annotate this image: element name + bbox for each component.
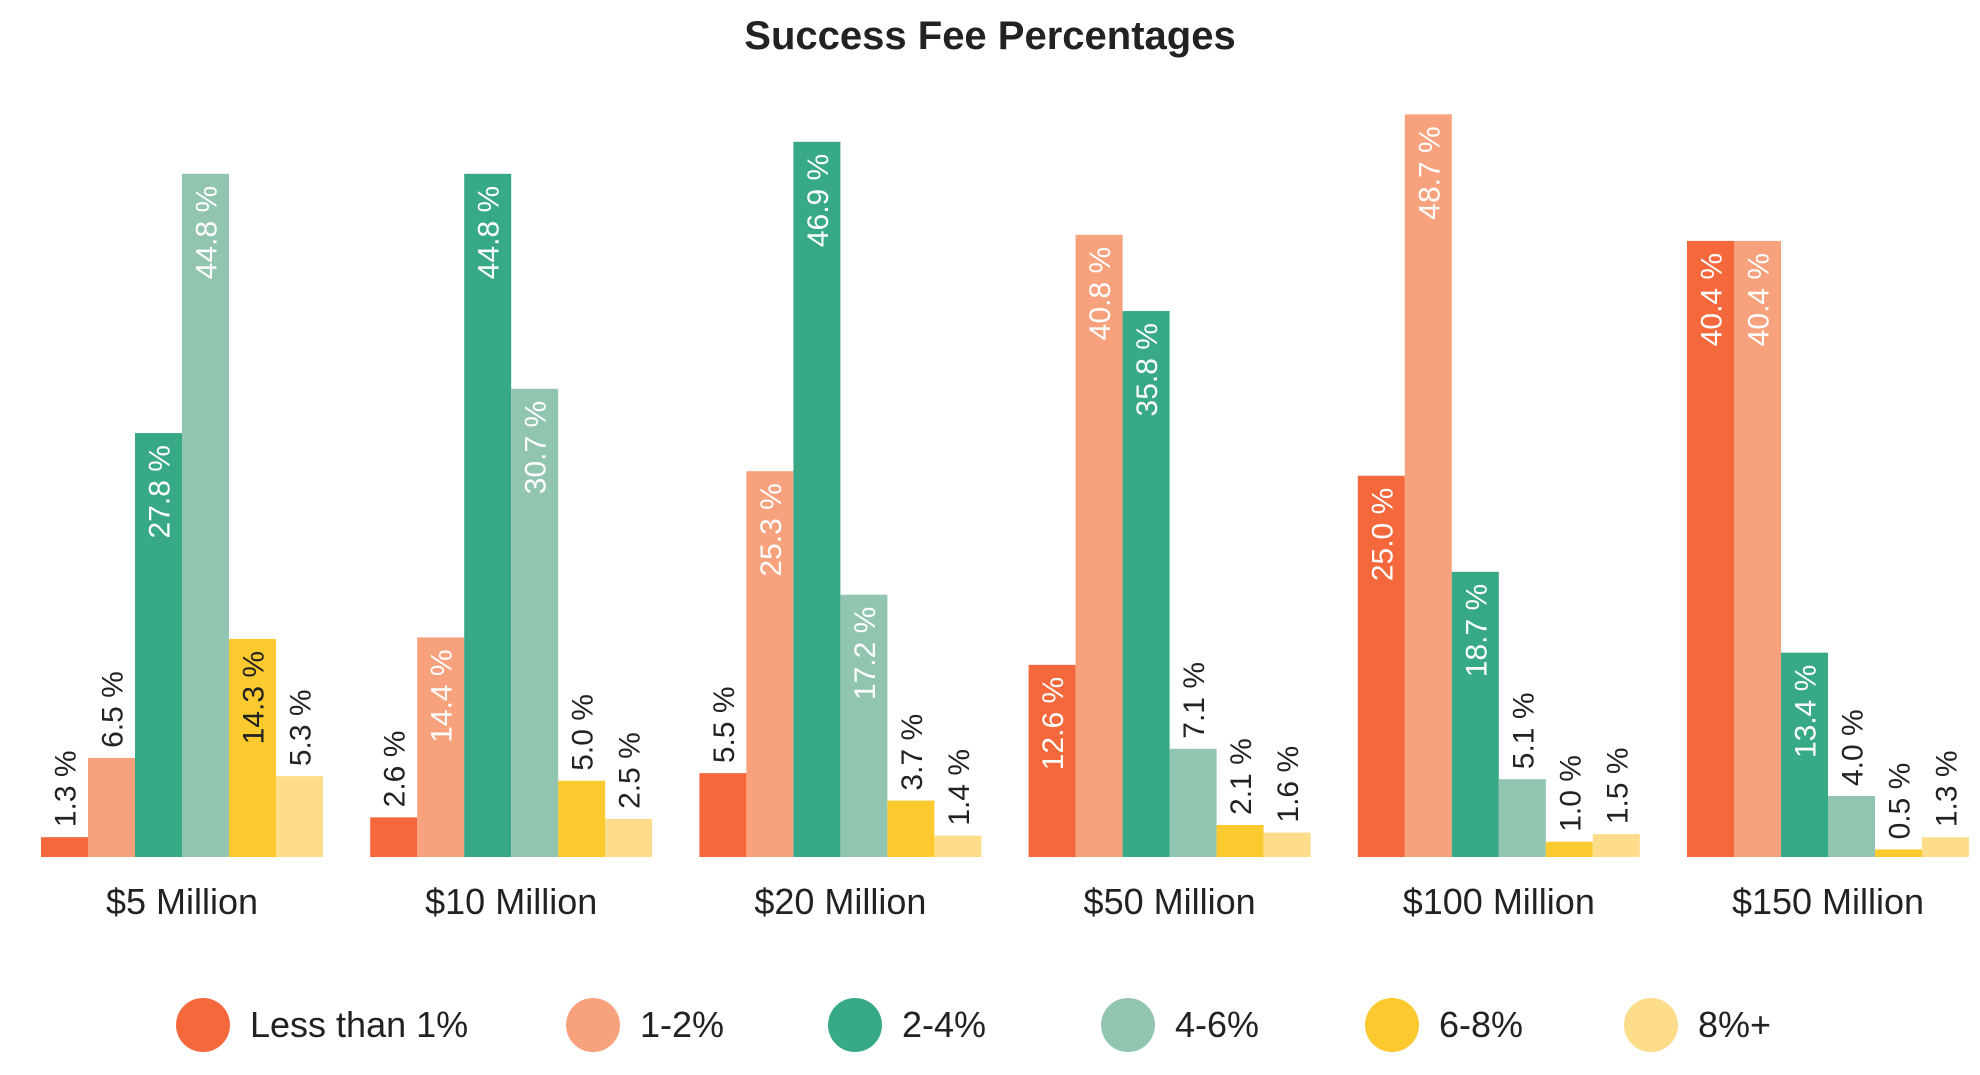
data-label: 25.3 % [755,483,788,576]
data-label: 2.1 % [1225,738,1258,815]
bar [1734,240,1781,857]
bar [1263,832,1311,857]
data-label: 30.7 % [520,401,553,494]
legend-swatch-icon [1624,998,1678,1052]
legend-item: Less than 1% [176,998,468,1052]
data-label: 2.5 % [614,732,647,809]
legend-label: 6-8% [1439,1004,1524,1045]
legend-item: 1-2% [566,998,724,1052]
data-label: 6.5 % [97,671,130,748]
data-label: 1.3 % [1931,750,1964,827]
x-tick-label: $150 Million [1732,881,1924,922]
bar [793,141,841,857]
bar [370,817,418,857]
bar [1451,571,1499,857]
data-label: 18.7 % [1460,584,1493,677]
data-label: 5.3 % [285,689,318,766]
x-tick-label: $100 Million [1403,881,1595,922]
x-tick-label: $50 Million [1084,881,1256,922]
data-label: 40.4 % [1743,253,1776,346]
bar [1922,837,1969,857]
legend-swatch-icon [566,998,620,1052]
legend-item: 8%+ [1624,998,1771,1052]
legend-item: 4-6% [1101,998,1259,1052]
data-label: 13.4 % [1790,665,1823,758]
bar [1687,240,1734,857]
bar [41,837,88,857]
bar [88,757,135,857]
data-label: 25.0 % [1366,488,1399,581]
legend-swatch-icon [1365,998,1419,1052]
data-label: 14.3 % [238,651,271,744]
bar [1828,796,1875,857]
legend-label: 1-2% [640,1004,725,1045]
legend-swatch-icon [176,998,230,1052]
data-label: 46.9 % [802,154,835,247]
data-label: 0.5 % [1884,763,1917,840]
chart-title: Success Fee Percentages [744,14,1236,58]
data-label: 40.4 % [1696,253,1729,346]
data-label: 44.8 % [191,186,224,279]
data-label: 17.2 % [849,607,882,700]
legend-label: 4-6% [1175,1004,1260,1045]
bar [464,173,512,858]
bar [417,637,465,857]
bar [840,594,888,857]
data-label: 5.1 % [1507,693,1540,770]
data-label: 3.7 % [896,714,929,791]
data-label: 5.5 % [708,686,741,763]
legend-item: 2-4% [828,998,986,1052]
bar [182,173,229,858]
bar [1404,114,1452,857]
bar [1357,475,1405,857]
x-tick-label: $20 Million [754,881,926,922]
data-label: 2.6 % [379,731,412,808]
x-tick-label: $10 Million [425,881,597,922]
data-label: 4.0 % [1837,709,1870,786]
legend-label: Less than 1% [250,1004,469,1045]
bar [1875,849,1922,857]
bar [1545,841,1593,857]
legend-label: 2-4% [902,1004,987,1045]
bar [1075,234,1123,858]
data-label: 14.4 % [426,649,459,742]
bar [934,835,982,857]
data-label: 1.6 % [1272,746,1305,823]
data-label: 5.0 % [567,694,600,771]
legend-swatch-icon [828,998,882,1052]
bar [1781,652,1828,857]
bar [1169,748,1217,857]
bar [1592,834,1640,857]
data-label: 7.1 % [1178,662,1211,739]
bar [1028,664,1076,857]
data-label: 1.3 % [50,750,83,827]
data-label: 27.8 % [144,445,177,538]
bar [746,471,794,857]
bar [511,388,559,857]
data-label: 1.5 % [1601,747,1634,824]
bar [558,780,606,857]
data-label: 12.6 % [1037,677,1070,770]
bar [1498,779,1546,857]
legend-item: 6-8% [1365,998,1523,1052]
legend-swatch-icon [1101,998,1155,1052]
bar [1122,311,1170,857]
bar [1216,824,1264,857]
bar [605,818,653,857]
x-tick-label: $5 Million [106,881,258,922]
data-label: 48.7 % [1413,126,1446,219]
legend-label: 8%+ [1698,1004,1772,1045]
data-label: 40.8 % [1084,247,1117,340]
bar [229,638,276,857]
data-label: 1.0 % [1554,755,1587,832]
bar [276,776,323,857]
data-label: 1.4 % [943,749,976,826]
bar [887,800,935,857]
bar [699,773,747,857]
bar [135,433,182,857]
data-label: 35.8 % [1131,323,1164,416]
data-label: 44.8 % [473,186,506,279]
